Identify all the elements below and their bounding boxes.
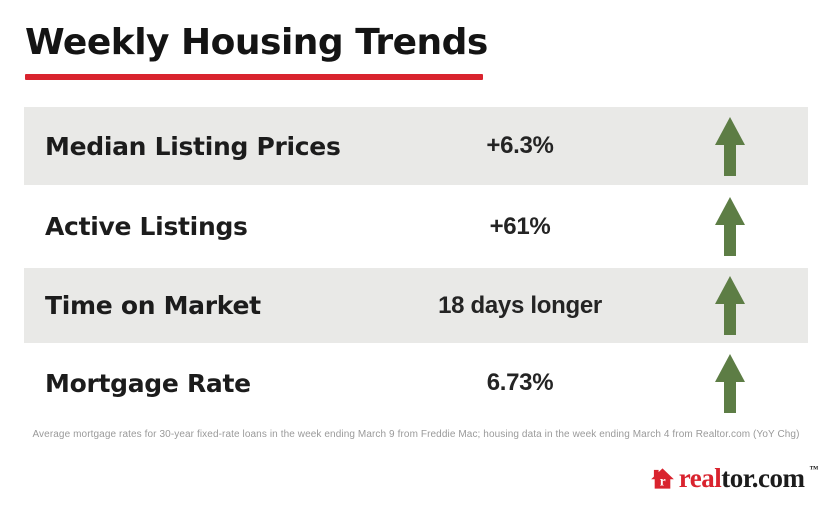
arrow-head (715, 116, 745, 145)
table-row: Mortgage Rate 6.73% (24, 343, 808, 423)
metric-label: Median Listing Prices (45, 131, 341, 161)
table-row: Active Listings +61% (24, 185, 808, 268)
up-arrow-icon (715, 116, 745, 176)
arrow-stem (724, 381, 736, 413)
arrow-head (715, 353, 745, 382)
metric-label: Time on Market (45, 291, 261, 320)
metric-value: 18 days longer (438, 291, 602, 319)
logo-text: realtor.com (679, 463, 805, 494)
house-icon: r (650, 467, 674, 489)
metric-label: Active Listings (45, 212, 248, 241)
up-arrow-icon (715, 353, 745, 413)
metric-value: +6.3% (486, 132, 554, 159)
table-row: Time on Market 18 days longer (24, 268, 808, 343)
arrow-stem (724, 144, 736, 176)
arrow-head (715, 276, 745, 304)
up-arrow-icon (715, 276, 745, 335)
metric-label: Mortgage Rate (45, 368, 251, 398)
page-title: Weekly Housing Trends (25, 22, 488, 63)
metric-value: +61% (489, 212, 551, 240)
arrow-head (715, 197, 745, 225)
table-row: Median Listing Prices +6.3% (24, 107, 808, 185)
logo-text-real: real (678, 462, 722, 493)
arrow-stem (724, 225, 736, 256)
arrow-stem (724, 304, 736, 335)
house-letter: r (660, 473, 666, 488)
realtor-com-logo: r realtor.com ™ (650, 461, 818, 495)
up-arrow-icon (715, 197, 745, 256)
trademark-symbol: ™ (809, 464, 819, 474)
logo-text-torcom: tor.com (721, 462, 805, 493)
trend-table: Median Listing Prices +6.3% Active Listi… (24, 107, 808, 423)
title-underline (25, 74, 483, 80)
metric-value: 6.73% (486, 369, 554, 396)
source-footnote: Average mortgage rates for 30-year fixed… (32, 429, 800, 440)
